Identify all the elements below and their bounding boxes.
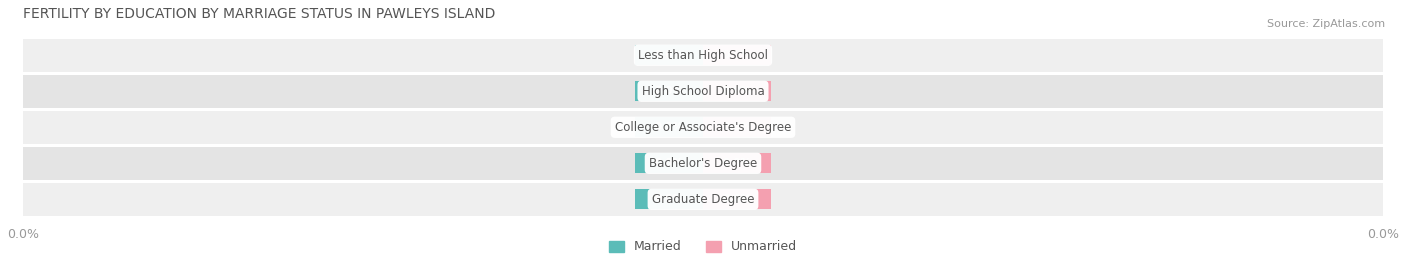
Bar [636, 153, 703, 173]
Text: 0.0%: 0.0% [723, 122, 751, 132]
Text: High School Diploma: High School Diploma [641, 85, 765, 98]
Bar [703, 117, 770, 137]
Bar [22, 75, 1384, 108]
Text: 0.0%: 0.0% [723, 86, 751, 96]
Text: 0.0%: 0.0% [655, 122, 683, 132]
Text: 0.0%: 0.0% [655, 194, 683, 204]
Text: 0.0%: 0.0% [723, 194, 751, 204]
Bar [703, 81, 770, 101]
Text: 0.0%: 0.0% [723, 158, 751, 168]
Bar [636, 81, 703, 101]
Text: Less than High School: Less than High School [638, 49, 768, 62]
Bar [703, 45, 770, 65]
Text: 0.0%: 0.0% [655, 158, 683, 168]
Text: Source: ZipAtlas.com: Source: ZipAtlas.com [1267, 19, 1385, 29]
Bar [22, 147, 1384, 180]
Text: 0.0%: 0.0% [655, 50, 683, 60]
Text: Bachelor's Degree: Bachelor's Degree [650, 157, 756, 170]
Text: FERTILITY BY EDUCATION BY MARRIAGE STATUS IN PAWLEYS ISLAND: FERTILITY BY EDUCATION BY MARRIAGE STATU… [22, 7, 495, 21]
Bar [22, 183, 1384, 216]
Bar [636, 189, 703, 209]
Bar [636, 45, 703, 65]
Text: 0.0%: 0.0% [723, 50, 751, 60]
Text: 0.0%: 0.0% [655, 86, 683, 96]
Bar [22, 111, 1384, 144]
Bar [22, 39, 1384, 72]
Bar [703, 153, 770, 173]
Legend: Married, Unmarried: Married, Unmarried [603, 235, 803, 259]
Bar [703, 189, 770, 209]
Text: College or Associate's Degree: College or Associate's Degree [614, 121, 792, 134]
Text: Graduate Degree: Graduate Degree [652, 193, 754, 206]
Bar [636, 117, 703, 137]
